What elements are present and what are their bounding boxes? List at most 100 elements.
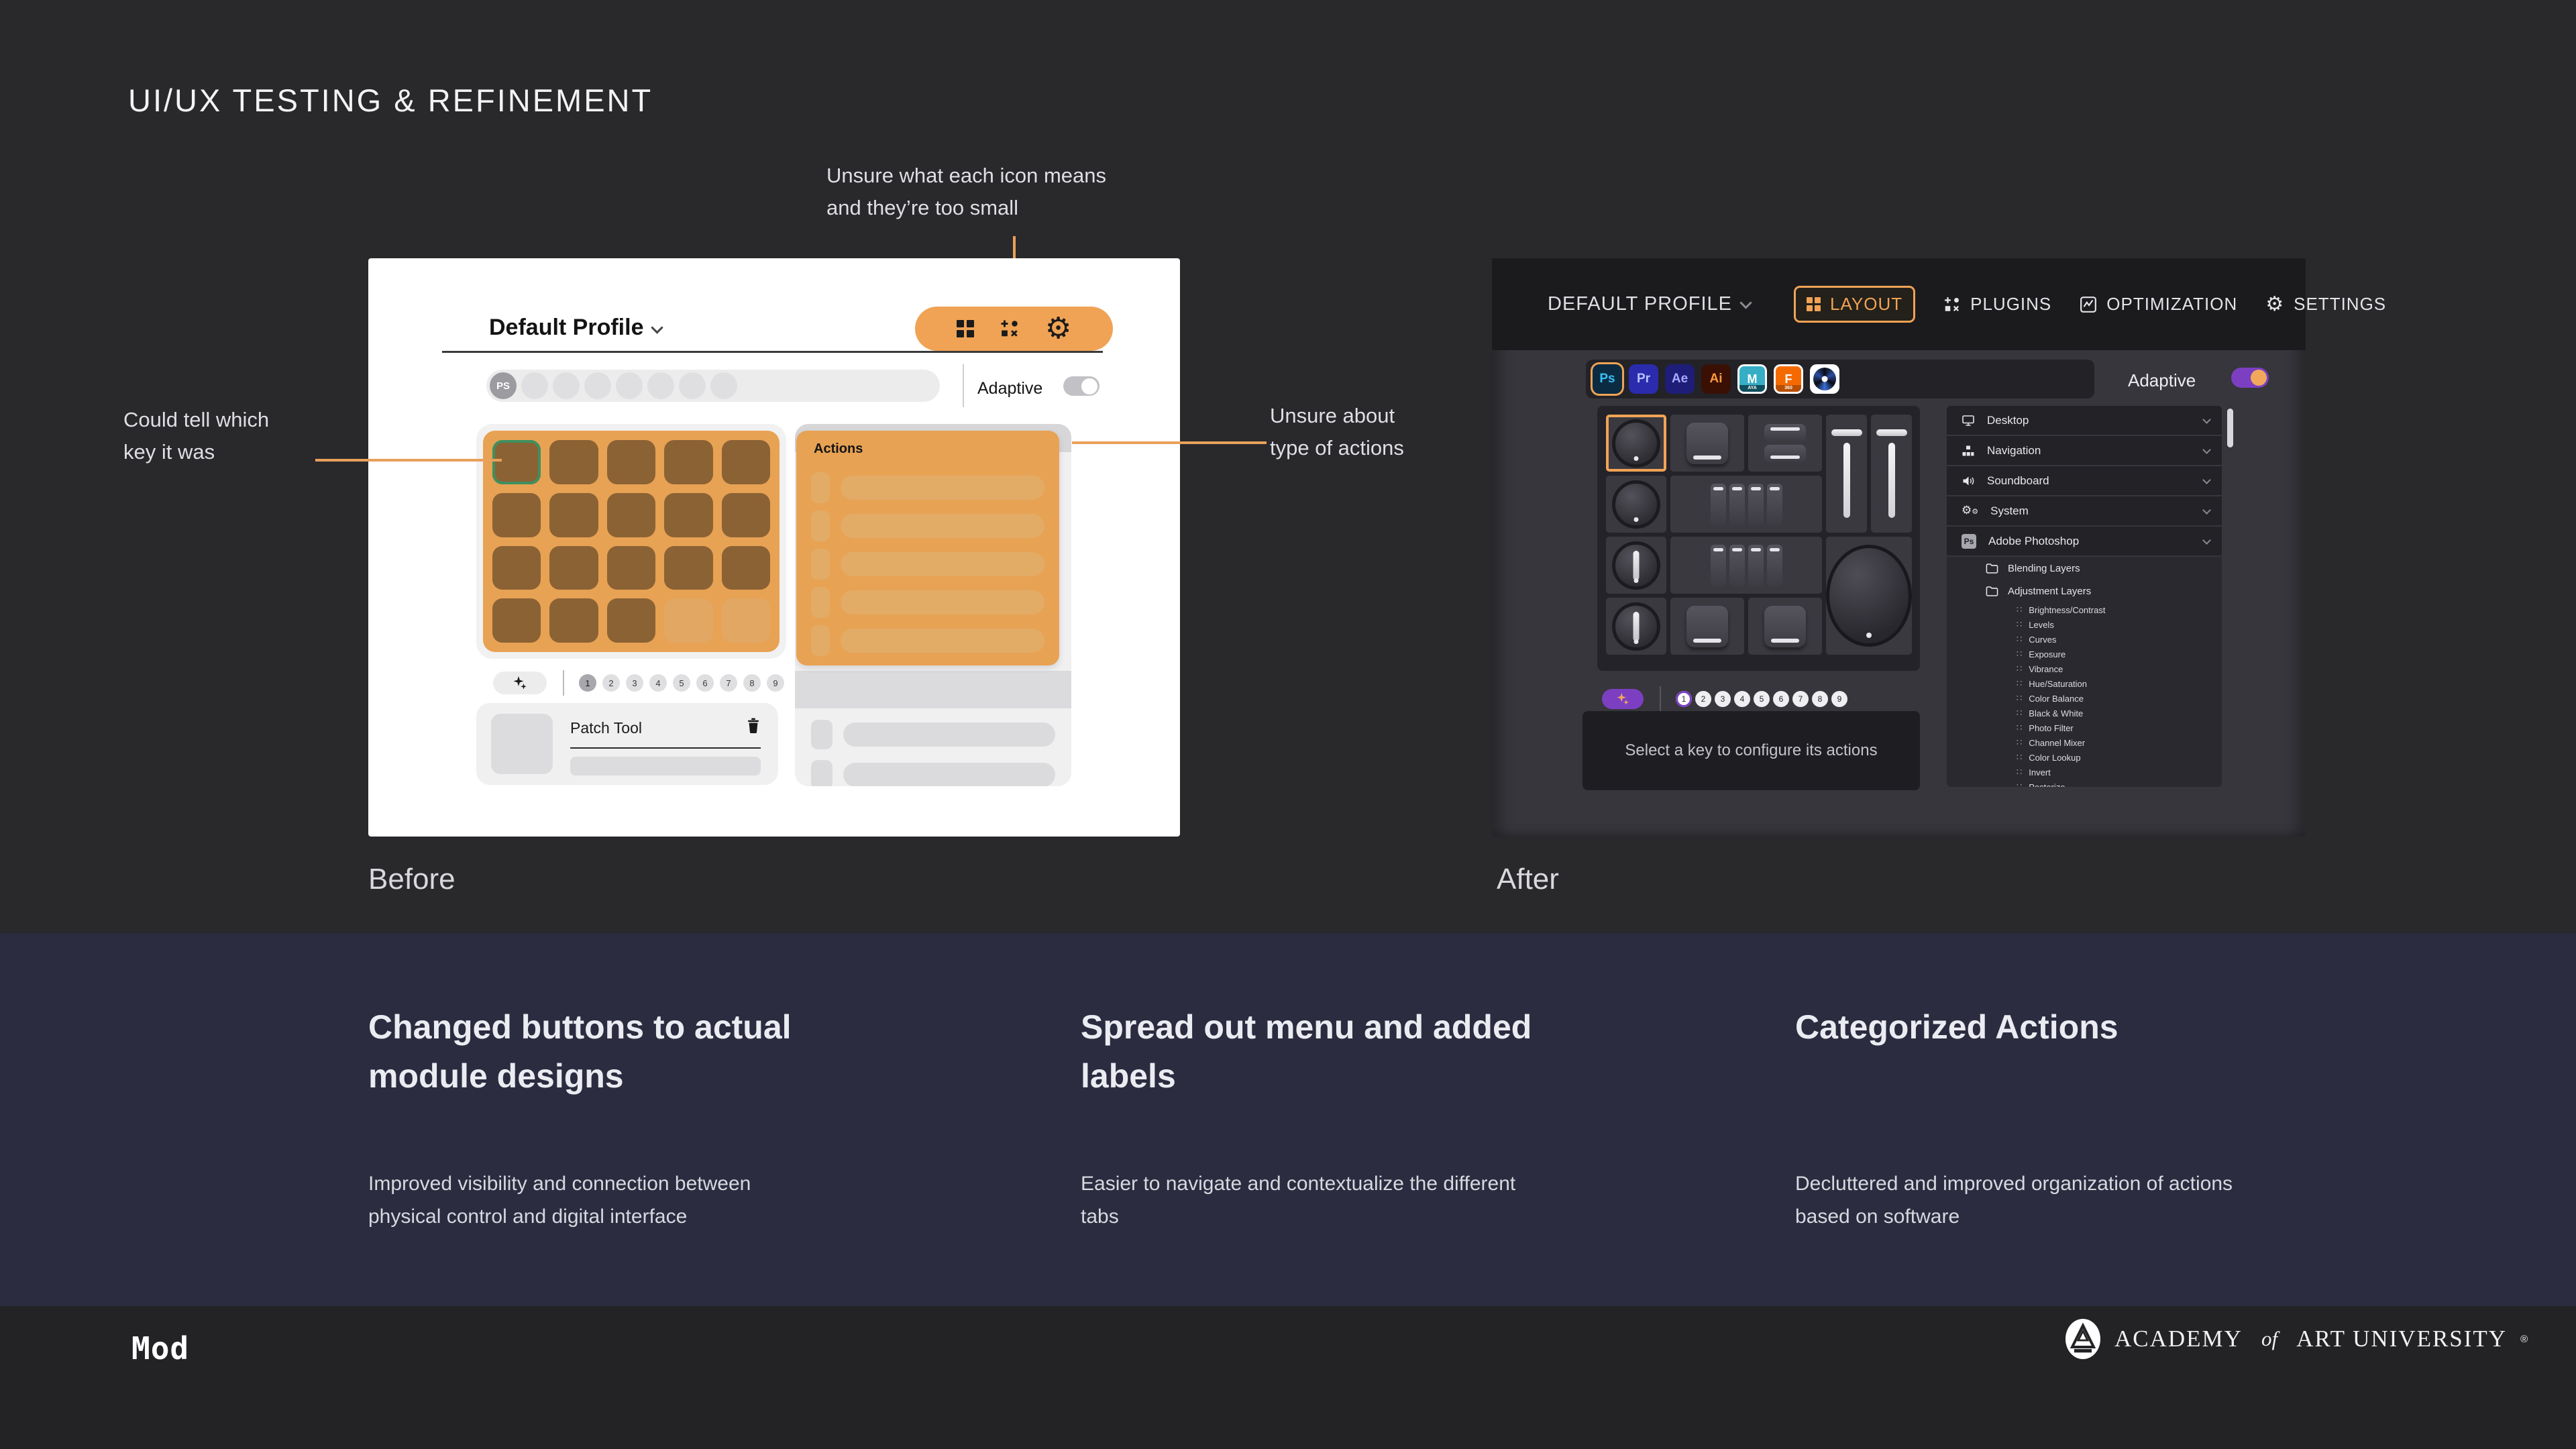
action-item[interactable]: ∷ Vibrance [1947,661,2222,676]
key[interactable] [492,545,541,590]
trash-icon[interactable] [746,718,761,734]
action-item[interactable]: ∷ Brightness/Contrast [1947,602,2222,617]
page-4-button[interactable]: 4 [1734,691,1750,707]
tab-optimization[interactable]: OPTIMIZATION [2080,294,2237,315]
category-navigation[interactable]: Navigation [1947,436,2222,466]
chevron-down-icon[interactable] [2202,445,2211,454]
page-9-button[interactable]: 9 [767,674,784,692]
tab-settings[interactable]: ⚙ SETTINGS [2265,294,2386,315]
tab-layout[interactable]: LAYOUT [1794,286,1916,323]
key[interactable] [721,440,770,484]
category-desktop[interactable]: Desktop [1947,406,2222,436]
app-icon-keyshot[interactable] [1810,364,1839,394]
action-item[interactable]: ∷ Invert [1947,765,2222,780]
chevron-down-icon[interactable] [2202,535,2211,545]
key[interactable] [606,545,656,590]
app-icon-premiere[interactable]: Pr [1629,364,1658,394]
action-item[interactable]: ∷ Posterize [1947,780,2222,788]
folder-blending-layers[interactable]: Blending Layers [1947,557,2222,580]
key[interactable] [721,545,770,590]
profile-dropdown[interactable]: DEFAULT PROFILE [1548,293,1752,315]
profile-slot[interactable] [521,372,548,399]
profile-slot[interactable] [710,372,737,399]
gear-icon[interactable]: ⚙ [1044,311,1072,345]
key[interactable] [721,492,770,537]
page-2-button[interactable]: 2 [602,674,620,692]
adaptive-toggle[interactable] [2231,368,2269,388]
ps-badge[interactable]: PS [490,372,517,399]
module-double-button[interactable] [1748,415,1822,472]
page-8-button[interactable]: 8 [743,674,761,692]
category-soundboard[interactable]: Soundboard [1947,466,2222,496]
action-item[interactable]: ∷ Black & White [1947,706,2222,720]
page-9-button[interactable]: 9 [1831,691,1847,707]
page-6-button[interactable]: 6 [696,674,714,692]
page-2-button[interactable]: 2 [1695,691,1711,707]
sparkle-button[interactable] [493,672,547,694]
action-item[interactable]: ∷ Levels [1947,617,2222,632]
key[interactable] [664,440,713,484]
action-item[interactable]: ∷ Channel Mixer [1947,735,2222,750]
module-knob-vertical[interactable] [1606,537,1666,594]
page-3-button[interactable]: 3 [626,674,643,692]
key[interactable] [721,598,770,643]
page-7-button[interactable]: 7 [720,674,737,692]
module-button-row[interactable] [1670,476,1822,533]
folder-adjustment-layers[interactable]: Adjustment Layers [1947,580,2222,602]
chevron-down-icon[interactable] [2202,475,2211,484]
module-knob[interactable] [1606,476,1666,533]
page-4-button[interactable]: 4 [649,674,667,692]
key[interactable] [606,598,656,643]
adaptive-toggle[interactable] [1063,376,1099,396]
module-button[interactable] [1670,598,1744,655]
key[interactable] [492,492,541,537]
app-icon-illustrator[interactable]: Ai [1701,364,1731,394]
page-5-button[interactable]: 5 [673,674,690,692]
profile-dropdown[interactable]: Default Profile [489,315,664,341]
grid-icon[interactable] [956,320,974,337]
key[interactable] [549,545,598,590]
scrollbar-thumb[interactable] [2227,409,2233,447]
key[interactable] [492,598,541,643]
action-item[interactable]: ∷ Photo Filter [1947,720,2222,735]
page-1-button[interactable]: 1 [579,674,596,692]
page-7-button[interactable]: 7 [1792,691,1809,707]
profile-slot[interactable] [679,372,706,399]
page-3-button[interactable]: 3 [1715,691,1731,707]
key[interactable] [606,440,656,484]
key[interactable] [549,440,598,484]
app-icon-photoshop[interactable]: Ps [1593,364,1622,394]
key[interactable] [606,492,656,537]
module-big-dial[interactable] [1826,537,1912,655]
action-item[interactable]: ∷ Color Balance [1947,691,2222,706]
key[interactable] [664,598,713,643]
page-8-button[interactable]: 8 [1812,691,1828,707]
module-slider[interactable] [1826,415,1867,533]
app-icon-after-effects[interactable]: Ae [1665,364,1695,394]
page-1-button[interactable]: 1 [1676,691,1692,707]
module-knob-selected[interactable] [1606,415,1666,472]
sparkle-button[interactable] [1602,689,1644,709]
action-item[interactable]: ∷ Curves [1947,632,2222,647]
module-button-row[interactable] [1670,537,1822,594]
key[interactable] [549,492,598,537]
chevron-down-icon[interactable] [2202,415,2211,424]
profile-slot[interactable] [553,372,580,399]
page-5-button[interactable]: 5 [1754,691,1770,707]
tab-plugins[interactable]: PLUGINS [1943,294,2051,315]
profile-slot[interactable] [647,372,674,399]
key[interactable] [664,545,713,590]
module-slider[interactable] [1871,415,1912,533]
app-icon-maya[interactable]: M AYA [1737,364,1767,394]
key[interactable] [549,598,598,643]
action-item[interactable]: ∷ Hue/Saturation [1947,676,2222,691]
app-icon-fusion-360[interactable]: F 360 [1774,364,1803,394]
profile-slot[interactable] [616,372,643,399]
module-button[interactable] [1748,598,1822,655]
key[interactable] [664,492,713,537]
module-button[interactable] [1670,415,1744,472]
module-knob-vertical[interactable] [1606,598,1666,655]
chevron-down-icon[interactable] [2202,505,2211,515]
category-system[interactable]: ⚙⚙ System [1947,496,2222,527]
plugins-icon[interactable] [1000,319,1020,339]
